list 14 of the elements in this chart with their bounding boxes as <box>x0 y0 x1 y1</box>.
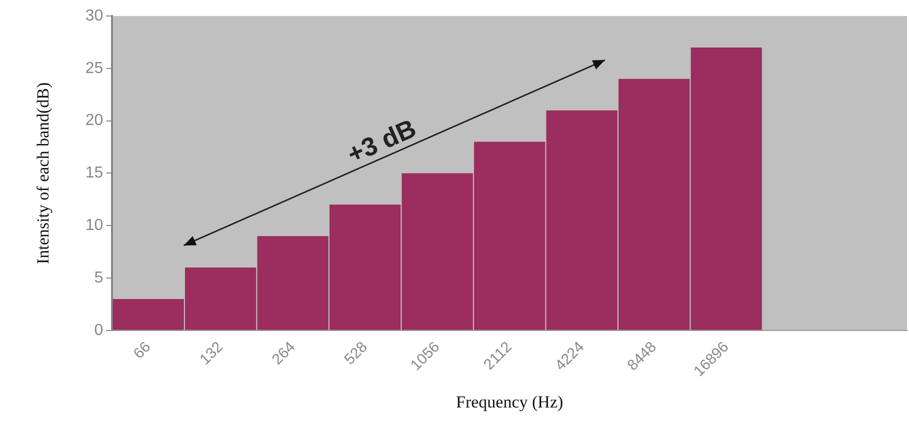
y-tick-label: 25 <box>85 60 104 77</box>
y-tick-label: 10 <box>85 216 104 234</box>
y-tick-label: 5 <box>94 269 104 286</box>
x-tick-label: 264 <box>268 338 299 368</box>
y-tick-label: 30 <box>85 7 104 24</box>
y-tick-label: 20 <box>85 112 104 130</box>
x-tick-label: 132 <box>196 338 226 368</box>
x-tick-label: 528 <box>341 338 371 368</box>
y-tick-label: 0 <box>94 322 104 339</box>
annotation: +3 dB <box>343 113 422 170</box>
x-axis-title: Frequency (Hz) <box>456 392 564 412</box>
y-tick-label: 15 <box>85 164 104 182</box>
y-axis-title: Intensity of each band(dB) <box>34 82 53 264</box>
x-tick-label: 66 <box>130 338 154 362</box>
